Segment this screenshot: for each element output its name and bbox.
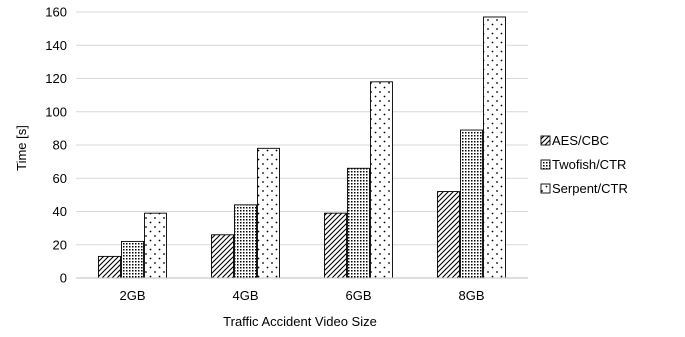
bar-aes-cbc-2gb [98,255,121,279]
x-tick-label: 2GB [119,288,145,303]
y-axis-title: Time [s] [14,125,29,171]
legend-swatch [540,135,551,146]
x-axis-title: Traffic Accident Video Size [223,314,377,329]
x-tick-label: 8GB [458,288,484,303]
bar-serpent-ctr-6gb [370,81,393,279]
y-tick-label: 120 [45,71,67,86]
legend-label: AES/CBC [552,133,609,148]
gridlines [76,11,528,246]
x-axis-ticks: 2GB 4GB 6GB 8GB [119,288,484,303]
bar-aes-cbc-6gb [324,212,347,279]
legend: AES/CBC Twofish/CTR Serpent/CTR [540,133,628,196]
y-axis-ticks: 0 20 40 60 80 100 120 140 160 [45,5,67,286]
bar-twofish-ctr-4gb [234,204,257,279]
bar-twofish-ctr-6gb [347,167,370,279]
x-tick-label: 4GB [232,288,258,303]
bar-aes-cbc-8gb [437,191,460,279]
legend-label: Serpent/CTR [552,181,628,196]
bar-twofish-ctr-8gb [460,129,483,279]
bar-serpent-ctr-4gb [257,147,280,279]
bar-serpent-ctr-8gb [483,16,506,279]
bar-aes-cbc-4gb [211,234,234,279]
y-tick-label: 140 [45,38,67,53]
bars [98,16,506,279]
bar-twofish-ctr-2gb [121,240,144,279]
y-tick-label: 20 [53,237,67,252]
legend-swatch [540,159,551,170]
legend-label: Twofish/CTR [552,157,626,172]
y-tick-label: 100 [45,104,67,119]
y-tick-label: 160 [45,5,67,20]
bar-serpent-ctr-2gb [144,212,167,279]
y-tick-label: 40 [53,204,67,219]
y-tick-label: 80 [53,138,67,153]
x-tick-label: 6GB [345,288,371,303]
y-tick-label: 60 [53,171,67,186]
legend-swatch [540,183,551,194]
y-tick-label: 0 [60,271,67,286]
